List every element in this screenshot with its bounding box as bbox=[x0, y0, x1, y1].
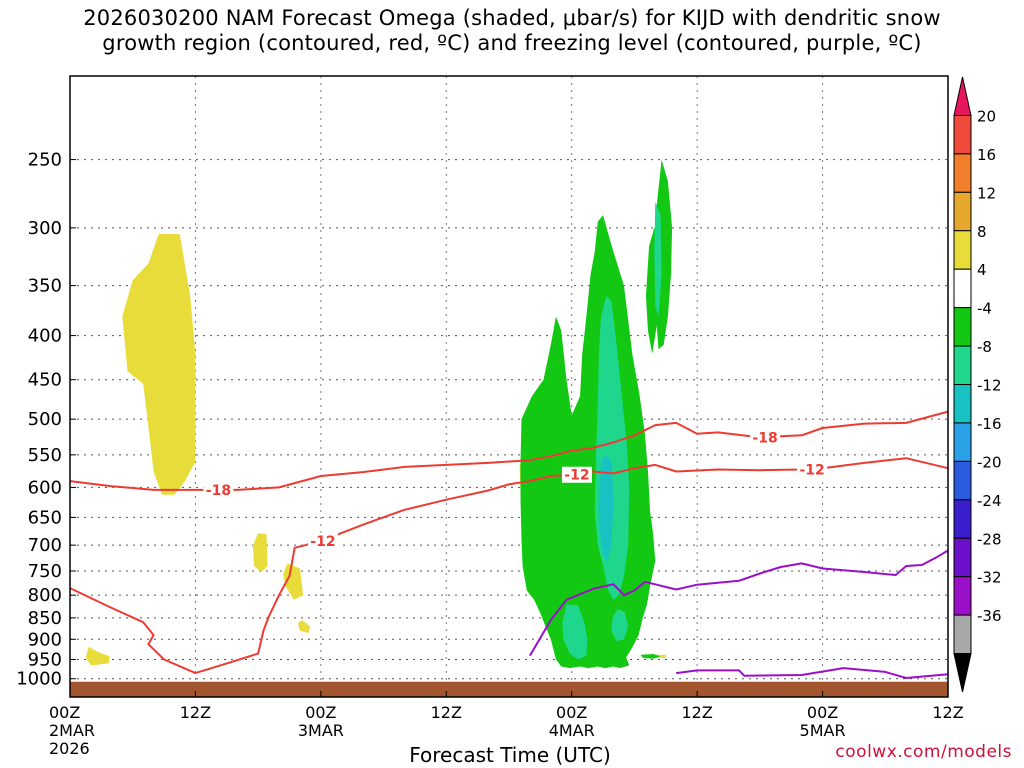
colorbar-segment bbox=[953, 345, 972, 385]
colorbar-label: -20 bbox=[977, 453, 1002, 471]
contour-freezing-level bbox=[529, 549, 949, 657]
y-tick-label: 850 bbox=[28, 608, 62, 629]
colorbar-label: -36 bbox=[977, 607, 1002, 625]
chart-title: 2026030200 NAM Forecast Omega (shaded, μ… bbox=[0, 6, 1024, 56]
x-tick-date: 3MAR bbox=[298, 721, 344, 740]
omega-region-teal bbox=[611, 608, 629, 642]
y-tick-label: 500 bbox=[28, 409, 62, 430]
colorbar-label: -16 bbox=[977, 415, 1002, 433]
colorbar-segment bbox=[953, 422, 972, 462]
colorbar: 20 16 12 8 4 -4 -8 -12 -16 -20 -24 -28 -32 -36 bbox=[953, 76, 1002, 693]
omega-region-cyan bbox=[598, 454, 614, 561]
plot-frame bbox=[69, 75, 949, 698]
y-tick-label: 950 bbox=[28, 650, 62, 671]
x-tick-date: 5MAR bbox=[800, 721, 846, 740]
contour-label-bg bbox=[797, 461, 828, 478]
y-tick-label: 400 bbox=[28, 326, 62, 347]
chart-title-line2: growth region (contoured, red, ºC) and f… bbox=[102, 31, 922, 55]
contour-label: -12 bbox=[799, 463, 824, 479]
colorbar-label: 16 bbox=[977, 146, 996, 164]
omega-region-yellow bbox=[283, 563, 304, 600]
colorbar-segment bbox=[953, 307, 972, 347]
omega-region-teal bbox=[654, 202, 662, 317]
x-tick-label: 00Z bbox=[556, 703, 587, 722]
contour-label-bg bbox=[561, 466, 592, 483]
colorbar-segment bbox=[953, 460, 972, 501]
colorbar-label: -28 bbox=[977, 530, 1002, 548]
colorbar-label: -12 bbox=[977, 377, 1002, 395]
x-tick-label: 12Z bbox=[681, 703, 712, 722]
colorbar-label: 12 bbox=[977, 184, 996, 202]
x-tick-label: 12Z bbox=[932, 703, 963, 722]
contour-dendritic-minus18 bbox=[69, 410, 949, 491]
omega-region-yellow bbox=[252, 533, 268, 572]
contour-freezing-level bbox=[676, 667, 949, 679]
x-tick-date: 4MAR bbox=[549, 721, 595, 740]
contour-label-bg bbox=[203, 481, 234, 498]
x-tick-label: 00Z bbox=[305, 703, 336, 722]
y-tick-label: 800 bbox=[28, 585, 62, 606]
y-tick-label: 600 bbox=[28, 477, 62, 498]
x-tick-label: 12Z bbox=[180, 703, 211, 722]
contour-label: -18 bbox=[206, 483, 231, 499]
colorbar-label: -8 bbox=[977, 338, 992, 356]
contour-label: -12 bbox=[310, 534, 335, 550]
plot-area: -18 -12 -12 -18 -12 bbox=[69, 76, 949, 697]
contour-label-bg bbox=[750, 429, 781, 446]
x-tick-label: 12Z bbox=[431, 703, 462, 722]
y-tick-label: 700 bbox=[28, 535, 62, 556]
axes: 2503003504004505005506006507007508008509… bbox=[16, 75, 964, 758]
colorbar-segment bbox=[953, 576, 972, 616]
y-tick-label: 750 bbox=[28, 561, 62, 582]
y-tick-label: 550 bbox=[28, 445, 62, 466]
colorbar-segment bbox=[953, 499, 972, 539]
colorbar-segment bbox=[953, 537, 972, 578]
colorbar-label: -24 bbox=[977, 492, 1002, 510]
colorbar-segment bbox=[953, 114, 972, 155]
omega-region-yellow bbox=[122, 234, 196, 495]
omega-region-yellow bbox=[85, 646, 110, 666]
source-watermark: coolwx.com/models bbox=[835, 742, 1012, 762]
colorbar-label: 4 bbox=[977, 261, 987, 279]
y-tick-label: 450 bbox=[28, 370, 62, 391]
x-tick-year: 2026 bbox=[49, 739, 90, 758]
omega-region-yellow bbox=[297, 620, 311, 633]
y-tick-label: 900 bbox=[28, 629, 62, 650]
plot-background bbox=[70, 76, 948, 697]
colorbar-segment bbox=[953, 614, 972, 655]
omega-region-teal bbox=[562, 604, 588, 660]
colorbar-segment bbox=[953, 384, 972, 424]
colorbar-segment bbox=[953, 268, 972, 309]
y-tick-label: 1000 bbox=[16, 669, 62, 690]
x-axis-label: Forecast Time (UTC) bbox=[409, 743, 611, 767]
chart-title-line1: 2026030200 NAM Forecast Omega (shaded, μ… bbox=[83, 6, 941, 30]
x-tick-date: 2MAR bbox=[49, 721, 95, 740]
x-tick-label: 00Z bbox=[49, 703, 80, 722]
x-tick-label: 00Z bbox=[807, 703, 838, 722]
y-tick-label: 650 bbox=[28, 507, 62, 528]
y-tick-label: 350 bbox=[28, 276, 62, 297]
contour-label-bg bbox=[307, 532, 338, 549]
colorbar-label: 20 bbox=[977, 107, 996, 125]
contour-label: -12 bbox=[564, 468, 589, 484]
colorbar-segment bbox=[953, 230, 972, 270]
colorbar-segment bbox=[953, 191, 972, 232]
colorbar-segment bbox=[953, 76, 972, 116]
colorbar-label: 8 bbox=[977, 223, 987, 241]
contour-label: -18 bbox=[752, 430, 777, 446]
ground-strip bbox=[70, 681, 948, 697]
colorbar-label: -4 bbox=[977, 300, 992, 318]
contour-dendritic-minus12 bbox=[69, 457, 949, 675]
colorbar-segment bbox=[953, 153, 972, 193]
colorbar-label: -32 bbox=[977, 569, 1002, 587]
colorbar-segment bbox=[953, 653, 972, 693]
omega-region-green bbox=[640, 654, 661, 659]
y-tick-label: 300 bbox=[28, 218, 62, 239]
y-tick-label: 250 bbox=[28, 150, 62, 171]
